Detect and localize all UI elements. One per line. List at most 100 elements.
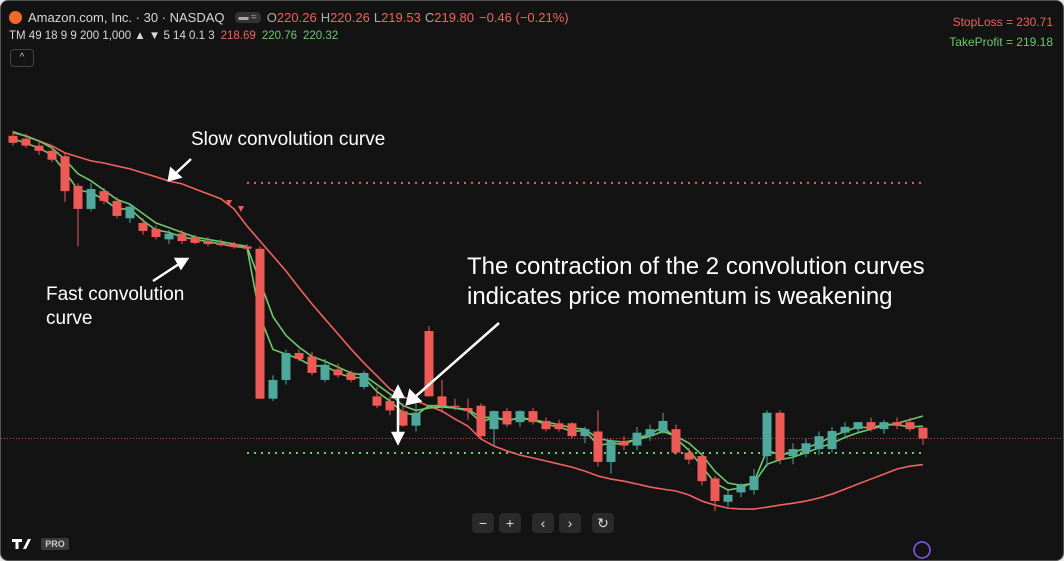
candle-body: [398, 411, 408, 426]
candle-body: [424, 330, 434, 397]
ohlc-item: H220.26: [321, 10, 370, 25]
candle-body: [515, 411, 525, 423]
candle-body: [697, 456, 707, 482]
candle-body: [567, 423, 577, 437]
zoom-in-button[interactable]: +: [499, 513, 521, 533]
status-badge[interactable]: ▬ ≈: [234, 12, 261, 23]
signal-markers: [226, 200, 244, 212]
candle-body: [86, 189, 96, 209]
candle-body: [99, 191, 109, 201]
candle-body: [164, 233, 174, 240]
curve: [12, 132, 924, 510]
candle-body: [710, 478, 720, 502]
candle-body: [307, 356, 317, 373]
candle-body: [359, 372, 369, 387]
collapse-button[interactable]: ^: [10, 49, 34, 67]
candle-body: [840, 426, 850, 433]
candle-body: [125, 206, 135, 219]
candle-body: [294, 353, 304, 359]
candle-body: [73, 185, 83, 209]
candle-body: [60, 156, 70, 192]
change: −0.46 (−0.21%): [479, 10, 569, 25]
candle-body: [47, 150, 57, 160]
candle-body: [372, 396, 382, 406]
indicator-value: 218.69: [220, 30, 256, 42]
candle-body: [528, 411, 538, 423]
candle-body: [671, 429, 681, 453]
candle-body: [918, 427, 928, 439]
candle-body: [502, 411, 512, 425]
candle-body: [242, 246, 252, 249]
annotation: curve: [46, 308, 92, 329]
candle-body: [619, 440, 629, 446]
candle-body: [749, 476, 759, 491]
ohlc-key: H: [320, 10, 331, 25]
ohlc-legend: O220.26 H220.26 L219.53 C219.80: [267, 10, 474, 25]
indicator-value: 220.76: [261, 30, 297, 42]
tv-logo: PRO: [12, 538, 69, 550]
candle-body: [21, 138, 31, 146]
candle-body: [593, 431, 603, 462]
ohlc-value: 219.53: [381, 10, 421, 25]
candle-body: [437, 396, 447, 406]
ohlc-key: C: [424, 10, 435, 25]
candle-body: [151, 228, 161, 238]
candle-body: [684, 452, 694, 460]
curve: [12, 137, 924, 491]
candle-body: [177, 233, 187, 242]
reset-button[interactable]: ↻: [592, 513, 614, 533]
candle-body: [736, 485, 746, 493]
candle-body: [645, 429, 655, 437]
candle-body: [411, 412, 421, 426]
scroll-right-button[interactable]: ›: [559, 513, 581, 533]
assistant-icon[interactable]: [913, 541, 931, 559]
annotation: The contraction of the 2 convolution cur…: [467, 253, 925, 280]
candle-body: [333, 369, 343, 376]
candle-body: [853, 422, 863, 430]
ohlc-item: L219.53: [374, 10, 421, 25]
annotation: Slow convolution curve: [191, 129, 385, 150]
candle-body: [281, 353, 291, 380]
candle-body: [34, 145, 44, 151]
candle-body: [8, 135, 18, 143]
stop-loss-label: StopLoss = 230.71: [953, 15, 1054, 29]
take-profit-label: TakeProfit = 219.18: [949, 35, 1053, 49]
candle-body: [762, 412, 772, 457]
badge: PRO: [45, 539, 65, 549]
annotation: indicates price momentum is weakening: [467, 283, 893, 310]
annotation: Fast convolution: [46, 284, 184, 305]
candle-body: [541, 420, 551, 430]
symbol: Amazon.com, Inc. · 30 · NASDAQ: [28, 10, 225, 25]
candle-body: [138, 222, 148, 231]
ohlc-key: O: [266, 10, 277, 25]
indicator-value: 220.32: [303, 30, 339, 42]
candle-body: [268, 379, 278, 399]
candle-body: [801, 443, 811, 453]
plot: [1, 130, 1063, 512]
candle-body: [346, 372, 356, 380]
candle-body: [632, 432, 642, 446]
ohlc-item: O220.26: [267, 10, 317, 25]
candle-body: [866, 422, 876, 430]
candle-body: [658, 420, 668, 432]
candle-body: [320, 364, 330, 380]
candle-body: [827, 431, 837, 450]
indicator-row: TM 49 18 9 9 200 1,000 ▲ ▼ 5 14 0.1 3 21…: [9, 30, 338, 42]
candle-body: [450, 405, 460, 407]
scroll-left-button[interactable]: ‹: [532, 513, 554, 533]
candle-body: [775, 412, 785, 460]
candle-body: [463, 408, 473, 412]
candle-body: [905, 422, 915, 430]
candle-body: [476, 405, 486, 437]
candle-body: [814, 436, 824, 450]
candle-body: [892, 422, 902, 426]
ohlc-value: 219.80: [434, 10, 474, 25]
candle-body: [788, 449, 798, 457]
candle-body: [723, 494, 733, 502]
zoom-out-button[interactable]: −: [472, 513, 494, 533]
candle-body: [606, 440, 616, 462]
indicator: TM 49 18 9 9 200 1,000 ▲ ▼ 5 14 0.1 3: [9, 30, 215, 42]
ohlc-item: C219.80: [425, 10, 474, 25]
